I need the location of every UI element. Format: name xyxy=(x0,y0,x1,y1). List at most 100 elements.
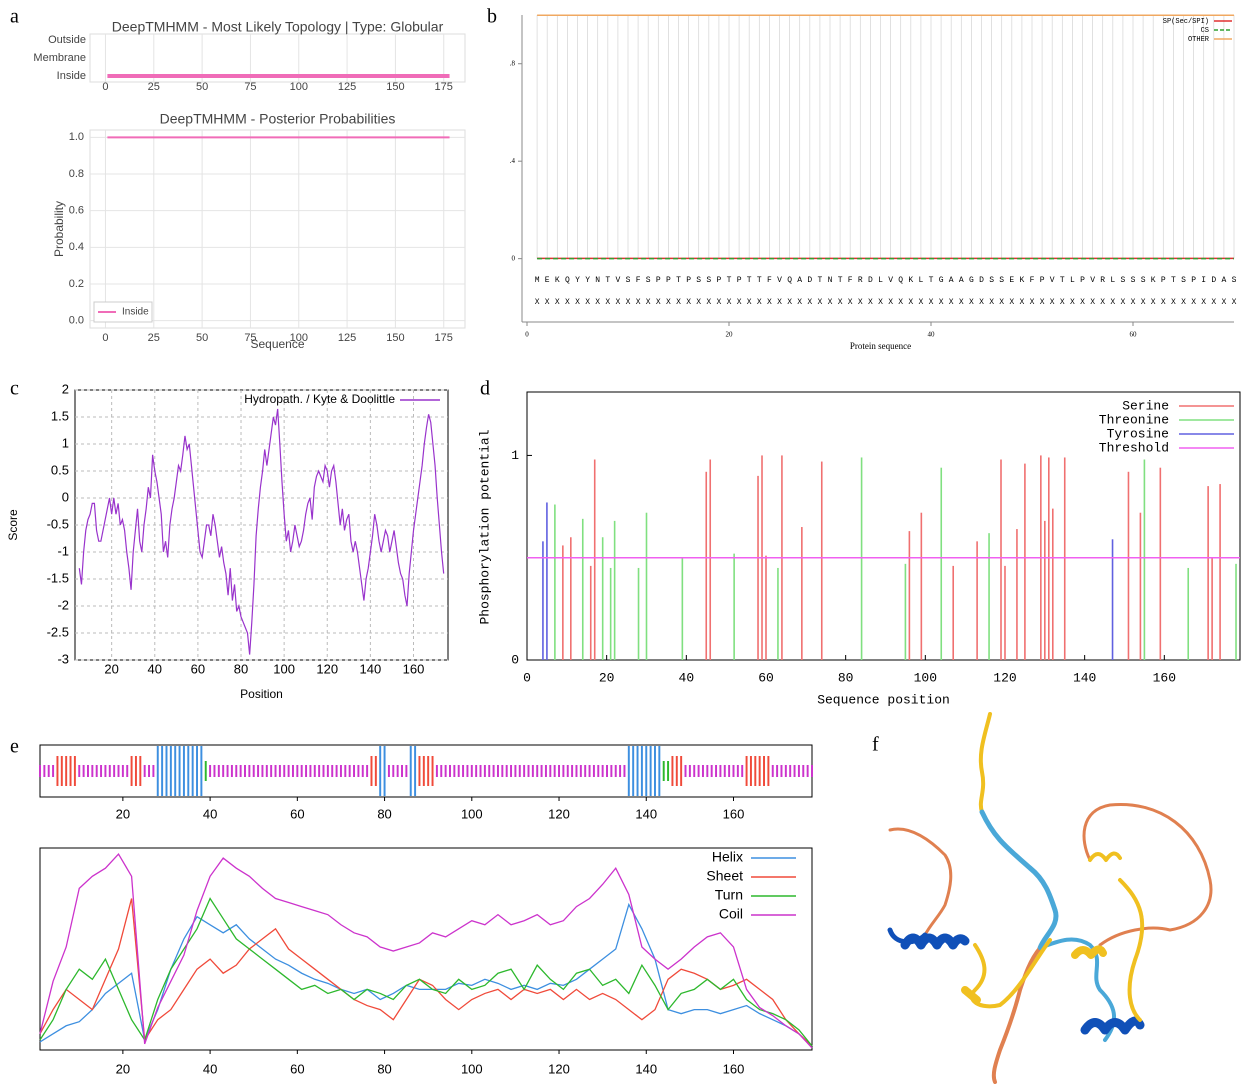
sequence-letter: X xyxy=(858,298,863,307)
sequence-letter: T xyxy=(1171,276,1176,285)
bar xyxy=(570,537,572,660)
sequence-letter: E xyxy=(1009,276,1014,285)
panel-label: f xyxy=(872,734,879,756)
sequence-letter: T xyxy=(747,276,752,285)
sequence-letter: K xyxy=(1151,276,1156,285)
sequence-letter: T xyxy=(605,276,610,285)
sequence-letter: X xyxy=(868,298,873,307)
sequence-letter: X xyxy=(989,298,994,307)
x-tick-label: 75 xyxy=(244,81,256,93)
chart-title: DeepTMHMM - Posterior Probabilities xyxy=(160,111,396,127)
x-tick-label: 125 xyxy=(338,332,356,344)
x-tick-label: 0 xyxy=(102,332,108,344)
sequence-letter: X xyxy=(979,298,984,307)
x-tick-label: 100 xyxy=(461,806,483,821)
x-tick-label: 120 xyxy=(993,670,1016,685)
structure-segment xyxy=(143,765,155,777)
y-tick-label: 0 xyxy=(511,652,519,667)
bar xyxy=(1211,557,1213,660)
y-tick-label: 1.0 xyxy=(69,131,84,143)
sequence-letter: S xyxy=(1141,276,1146,285)
bar xyxy=(733,553,735,660)
panel-label: d xyxy=(480,378,490,400)
bar xyxy=(801,527,803,660)
sequence-letter: K xyxy=(1019,276,1024,285)
y-tick-label: 0 xyxy=(512,254,516,262)
bar xyxy=(1219,484,1221,660)
bar xyxy=(952,565,955,660)
bar xyxy=(1051,508,1054,660)
bar xyxy=(1127,471,1130,660)
sequence-letter: P xyxy=(716,276,721,285)
y-tick-label: 2 xyxy=(62,381,69,396)
y-axis-label: Phosphorylation potential xyxy=(477,429,492,624)
x-tick-label: 20 xyxy=(599,670,615,685)
x-tick-label: 25 xyxy=(148,81,160,93)
bar xyxy=(581,518,584,660)
structure-segment xyxy=(671,756,683,786)
bar xyxy=(976,541,978,660)
bar xyxy=(613,520,616,660)
x-tick-label: 60 xyxy=(191,661,205,676)
structure-segment xyxy=(78,765,129,777)
y-tick-label: 0.4 xyxy=(69,241,84,253)
x-tick-label: 150 xyxy=(386,81,404,93)
sequence-letter: X xyxy=(1100,298,1105,307)
bar xyxy=(705,471,708,660)
sequence-letter: V xyxy=(888,276,893,285)
sequence-letter: X xyxy=(757,298,762,307)
legend-label: Inside xyxy=(122,307,149,318)
y-category-label: Membrane xyxy=(33,52,86,64)
sequence-letter: P xyxy=(1080,276,1085,285)
sequence-letter: F xyxy=(767,276,772,285)
sequence-letter: G xyxy=(939,276,944,285)
x-tick-label: 40 xyxy=(928,331,936,339)
legend-label: Turn xyxy=(715,887,743,903)
structure-segment xyxy=(130,756,142,786)
sequence-letter: F xyxy=(1030,276,1035,285)
y-tick-label: -0.5 xyxy=(47,516,69,531)
band-frame xyxy=(39,744,813,798)
legend-label: CS xyxy=(1201,27,1209,35)
legend-label: Hydropath. / Kyte & Doolittle xyxy=(244,392,395,406)
x-tick-label: 120 xyxy=(548,806,570,821)
sequence-letter: X xyxy=(848,298,853,307)
sequence-letter: K xyxy=(908,276,913,285)
sequence-letter: T xyxy=(757,276,762,285)
bar xyxy=(757,475,759,660)
sequence-letter: D xyxy=(979,276,984,285)
x-tick-label: 160 xyxy=(403,661,425,676)
x-tick-label: 100 xyxy=(273,661,295,676)
sequence-letter: Q xyxy=(787,276,792,285)
x-tick-label: 40 xyxy=(148,661,162,676)
bar xyxy=(860,457,863,660)
sequence-letter: X xyxy=(545,298,550,307)
ribbon xyxy=(991,946,1042,1084)
x-tick-label: 160 xyxy=(723,806,745,821)
sequence-letter: S xyxy=(1232,276,1237,285)
bar xyxy=(765,555,767,660)
x-tick-label: 140 xyxy=(360,661,382,676)
bar xyxy=(1016,529,1018,660)
helix xyxy=(1080,1016,1145,1035)
bar xyxy=(709,459,712,660)
y-tick-label: 0.0 xyxy=(69,315,84,327)
sequence-letter: Q xyxy=(565,276,570,285)
y-tick-label: 0.6 xyxy=(69,205,84,217)
sequence-letter: X xyxy=(1141,298,1146,307)
x-tick-label: 120 xyxy=(316,661,338,676)
sequence-letter: R xyxy=(858,276,863,285)
x-tick-label: 20 xyxy=(726,331,734,339)
x-tick-label: 0 xyxy=(102,81,108,93)
legend-label: OTHER xyxy=(1188,36,1210,44)
sequence-letter: X xyxy=(908,298,913,307)
bar xyxy=(904,563,907,660)
ribbon xyxy=(1038,937,1116,1042)
legend-label: Threshold xyxy=(1099,440,1169,455)
sequence-letter: D xyxy=(807,276,812,285)
sequence-letter: S xyxy=(1120,276,1125,285)
x-tick-label: 60 xyxy=(758,670,774,685)
structure-segment xyxy=(684,765,744,777)
sequence-letter: X xyxy=(646,298,651,307)
sequence-letter: X xyxy=(727,298,732,307)
